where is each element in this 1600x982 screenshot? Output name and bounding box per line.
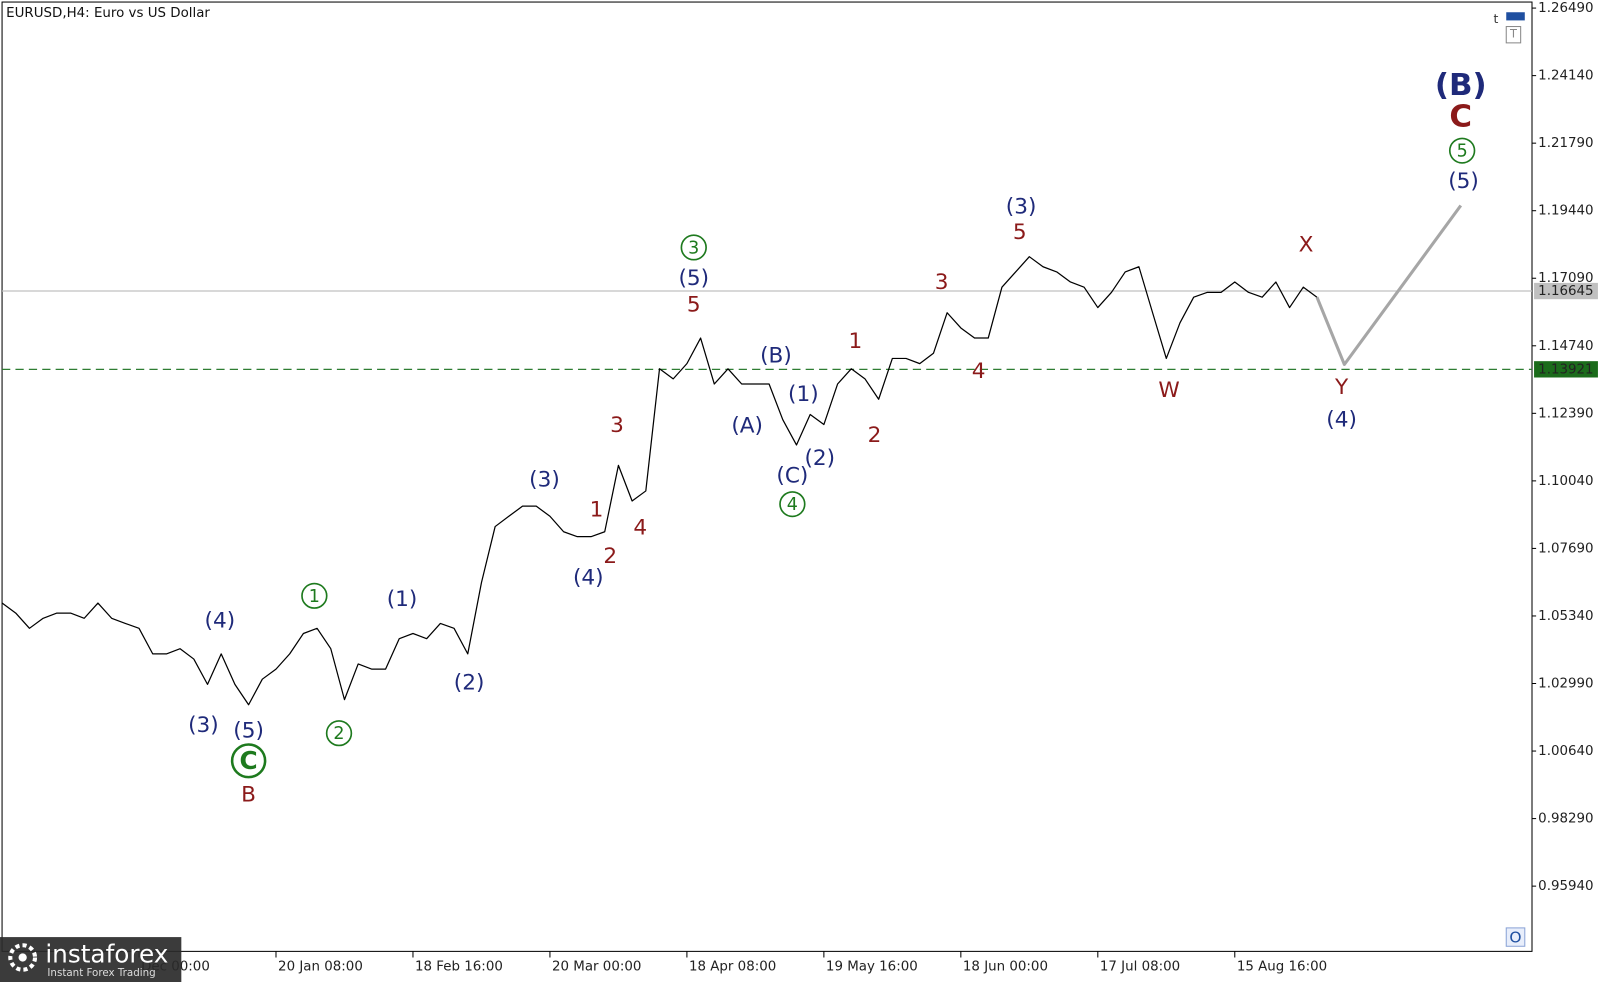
wave-circle bbox=[779, 491, 806, 518]
y-tick-label: 1.07690 bbox=[1538, 541, 1593, 556]
wave-label: (B) bbox=[760, 343, 792, 368]
x-tick-label: 18 Jun 00:00 bbox=[963, 960, 1048, 975]
wave-label: X bbox=[1299, 232, 1314, 257]
wave-label: 2 bbox=[868, 423, 882, 448]
y-tick-label: 0.98290 bbox=[1538, 812, 1593, 827]
wave-label: (4) bbox=[573, 566, 604, 591]
x-tick-label: 17 Jul 08:00 bbox=[1100, 960, 1180, 975]
y-tick-label: 1.00640 bbox=[1538, 744, 1593, 759]
y-tick-label: 1.14740 bbox=[1538, 339, 1593, 354]
wave-circle bbox=[1448, 137, 1476, 164]
price-line bbox=[1315, 204, 1463, 367]
toolbar-icon[interactable]: t bbox=[1494, 12, 1499, 26]
toolbar: t T O bbox=[1494, 12, 1526, 947]
logo-tagline: Instant Forex Trading bbox=[47, 967, 155, 979]
wave-label: (5) bbox=[233, 718, 264, 743]
wave-label: (3) bbox=[529, 468, 560, 493]
wave-circle bbox=[680, 234, 707, 261]
wave-circle bbox=[230, 743, 267, 779]
logo-box bbox=[0, 937, 182, 982]
logo-gear bbox=[18, 953, 27, 962]
wave-label: C bbox=[240, 746, 258, 775]
wave-label: 5 bbox=[687, 292, 701, 317]
wave-label: (B) bbox=[1435, 67, 1487, 103]
logo-name: instaforex bbox=[45, 940, 168, 969]
wave-label: W bbox=[1158, 378, 1179, 403]
x-tick-label: 15 Aug 16:00 bbox=[1237, 960, 1327, 975]
level-label: 1.16645 bbox=[1538, 284, 1593, 299]
watermark: instaforex Instant Forex Trading bbox=[0, 937, 182, 982]
toolbar-icon[interactable]: O bbox=[1509, 929, 1521, 947]
plot-frame bbox=[1, 1, 1533, 952]
wave-label: 3 bbox=[935, 270, 949, 295]
y-tick-label: 1.17090 bbox=[1538, 271, 1593, 286]
y-tick-label: 1.12390 bbox=[1538, 406, 1593, 421]
wave-label: 5 bbox=[1013, 220, 1027, 245]
wave-label: (1) bbox=[387, 587, 418, 612]
wave-label: (1) bbox=[788, 382, 819, 407]
wave-label: 1 bbox=[848, 329, 862, 354]
y-tick-label: 1.26490 bbox=[1538, 1, 1593, 16]
wave-label: (2) bbox=[804, 446, 835, 471]
wave-label: 4 bbox=[972, 359, 986, 384]
level-label-box bbox=[1534, 282, 1598, 300]
wave-label: 1 bbox=[590, 497, 604, 522]
wave-label: (5) bbox=[1448, 169, 1479, 194]
wave-label: (3) bbox=[188, 713, 219, 738]
x-tick-label: 18 Feb 16:00 bbox=[415, 960, 503, 975]
wave-label: (4) bbox=[205, 608, 236, 633]
wave-label: 2 bbox=[333, 724, 344, 744]
level-label-box bbox=[1534, 361, 1598, 378]
wave-label: 4 bbox=[633, 516, 647, 541]
y-tick-label: 1.05340 bbox=[1538, 609, 1593, 624]
level-label: 1.13921 bbox=[1538, 362, 1593, 377]
wave-label: 3 bbox=[688, 239, 699, 259]
wave-label: (4) bbox=[1326, 408, 1357, 433]
x-tick-label: 18 Apr 08:00 bbox=[689, 960, 776, 975]
logo-gear bbox=[8, 943, 38, 972]
wave-label: 1 bbox=[309, 587, 320, 607]
wave-label: 5 bbox=[1457, 142, 1468, 162]
wave-circle bbox=[301, 582, 328, 609]
wave-label: Y bbox=[1334, 375, 1349, 400]
x-tick-label: 20 Jan 08:00 bbox=[278, 960, 363, 975]
y-tick-label: 1.10040 bbox=[1538, 474, 1593, 489]
y-tick-label: 1.19440 bbox=[1538, 204, 1593, 219]
y-tick-label: 1.21790 bbox=[1538, 136, 1593, 151]
icon-shape bbox=[1506, 12, 1525, 21]
y-tick-label: 1.24140 bbox=[1538, 69, 1593, 84]
wave-label: 2 bbox=[603, 544, 617, 569]
y-tick-label: 1.02990 bbox=[1538, 677, 1593, 692]
wave-label: (A) bbox=[731, 414, 763, 439]
wave-label: C bbox=[1449, 99, 1472, 135]
x-tick-label: 19 May 16:00 bbox=[826, 960, 918, 975]
icon-shape bbox=[1505, 26, 1522, 44]
toolbar-icon[interactable]: T bbox=[1509, 28, 1517, 41]
wave-circle bbox=[325, 720, 353, 747]
icon-shape bbox=[1505, 927, 1526, 947]
wave-label: 3 bbox=[610, 413, 624, 438]
price-line bbox=[1, 256, 1318, 706]
x-tick-label: 20 Mar 00:00 bbox=[552, 960, 641, 975]
wave-label: (2) bbox=[454, 670, 485, 695]
wave-label: (3) bbox=[1006, 195, 1037, 220]
wave-label: B bbox=[241, 783, 256, 808]
wave-label: (C) bbox=[776, 464, 808, 489]
wave-label: 4 bbox=[787, 495, 798, 515]
chart-title: EURUSD,H4: Euro vs US Dollar bbox=[6, 6, 210, 21]
y-tick-label: 0.95940 bbox=[1538, 879, 1593, 894]
wave-label: (5) bbox=[678, 266, 709, 291]
